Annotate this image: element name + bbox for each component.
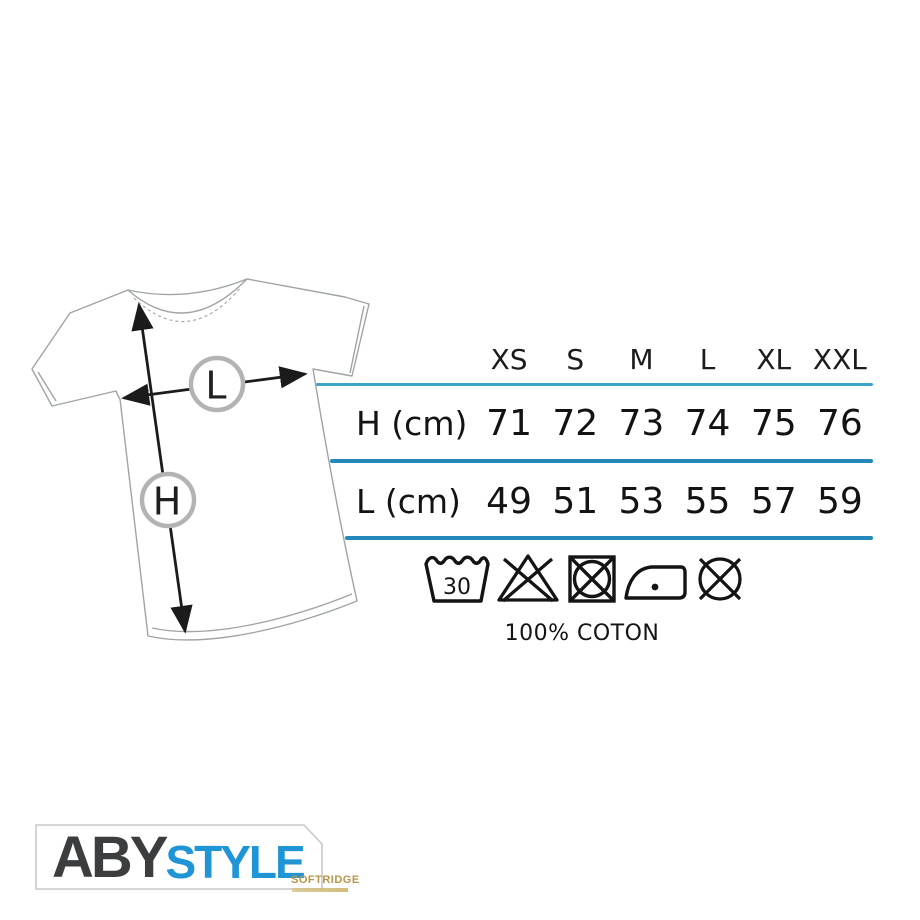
height-label-circle	[139, 471, 197, 529]
size-col-header-xs: XS	[490, 342, 528, 376]
watermark-subtext-strip	[292, 888, 348, 892]
brand-logo: ABY STYLE	[35, 824, 323, 890]
iron-one-dot-icon	[624, 565, 687, 600]
height-value-xxl: 76	[817, 402, 863, 444]
material-label: 100% COTON	[504, 621, 660, 646]
height-value-xl: 75	[750, 402, 797, 444]
width-value-xxl: 59	[817, 480, 863, 522]
width-row-label: L (cm)	[356, 481, 461, 521]
do-not-bleach-icon	[497, 554, 559, 603]
width-label-letter: L	[205, 364, 226, 408]
height-value-s: 72	[552, 402, 599, 444]
do-not-tumble-dry-icon	[568, 555, 616, 603]
height-value-l: 74	[684, 402, 731, 444]
size-col-header-xl: XL	[756, 342, 792, 376]
logo-wordmark: ABY STYLE	[35, 824, 323, 890]
size-col-header-xxl: XXL	[812, 342, 867, 376]
table-divider-line-top	[316, 383, 873, 386]
tshirt-outline	[31, 278, 370, 641]
watermark-text: SOFTRIDGE	[291, 874, 360, 886]
logo-text-style: STYLE	[165, 836, 305, 889]
do-not-dry-clean-icon	[698, 557, 742, 601]
width-value-xs: 49	[486, 480, 532, 522]
machine-wash-30-icon: 30	[424, 555, 490, 603]
width-value-m: 53	[618, 480, 665, 522]
height-value-m: 73	[618, 402, 665, 444]
width-value-xl: 57	[750, 480, 797, 522]
table-divider-line-bottom	[345, 536, 873, 540]
logo-frame	[35, 824, 323, 890]
size-col-header-s: S	[566, 342, 585, 376]
height-row-label: H (cm)	[356, 403, 468, 443]
size-table: XS S M L XL XXL H (cm) 71 72 73 74 75 76…	[330, 334, 873, 540]
wash-temp-label: 30	[443, 575, 471, 600]
width-value-l: 55	[684, 480, 731, 522]
table-divider-line-middle	[330, 459, 873, 463]
size-col-header-l: L	[699, 342, 716, 376]
width-label-circle	[188, 355, 246, 413]
height-value-xs: 71	[486, 402, 532, 444]
height-label-letter: H	[153, 480, 182, 524]
width-value-s: 51	[552, 480, 599, 522]
care-symbols-row: 30	[424, 551, 746, 605]
height-measure-arrow	[131, 302, 193, 634]
size-col-header-m: M	[629, 342, 654, 376]
logo-text-aby: ABY	[52, 825, 168, 891]
measure-labels: L H	[139, 355, 246, 529]
